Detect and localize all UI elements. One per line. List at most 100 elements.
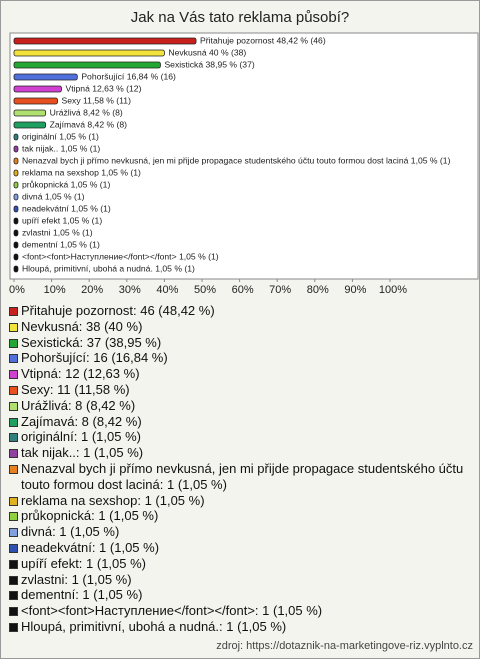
bar [13,157,19,165]
legend-label: zvlastni: 1 (1,05 %) [21,571,132,587]
legend-swatch [9,322,18,332]
bar-label: divná 1,05 % (1) [22,191,85,201]
bar-label: Zajímavá 8,42 % (8) [50,119,128,129]
bar [13,109,47,117]
legend-item: divná: 1 (1,05 %) [9,524,474,540]
legend-label: reklama na sexshop: 1 (1,05 %) [21,492,205,508]
bar [13,253,19,261]
plot-area [9,32,479,280]
bar [13,217,19,225]
bar-label: Vtipná 12,63 % (12) [65,83,141,93]
x-tick-label: 80% [307,284,329,296]
bar [13,73,78,81]
chart: Jak na Vás tato reklama působí? 0% 10% 20%… [9,9,479,296]
legend-item: Nenazval bych ji přímo nevkusná, jen mi … [9,461,474,493]
legend-swatch [9,354,18,364]
legend-item: originální: 1 (1,05 %) [9,429,474,445]
bar [13,205,19,213]
x-tick-label: 70% [269,284,291,296]
legend-swatch [9,433,18,443]
x-tick-label: 40% [156,284,178,296]
legend-label: Nenazval bych ji přímo nevkusná, jen mi … [21,460,464,492]
bar [13,61,161,69]
bar [13,97,58,105]
bar-label: Urážlivá 8,42 % (8) [50,107,123,117]
legend-label: průkopnická: 1 (1,05 %) [21,508,159,524]
bar-label: Přitahuje pozornost 48,42 % (46) [200,35,326,45]
bar [13,169,19,177]
legend: Přitahuje pozornost: 46 (48,42 %) Nevkusn… [9,303,474,635]
legend-label: upíří efekt: 1 (1,05 %) [21,555,147,571]
legend-item: upíří efekt: 1 (1,05 %) [9,556,474,572]
bar-label: Pohoršující 16,84 % (16) [81,71,176,81]
bar-label: <font><font>Наступление</font></font> 1,… [22,251,219,261]
legend-label: dementní: 1 (1,05 %) [21,587,143,603]
legend-swatch [9,449,18,459]
legend-label: originální: 1 (1,05 %) [21,429,141,445]
legend-label: Hloupá, primitivní, ubohá a nudná.: 1 (1… [21,618,287,634]
x-tick-label: 60% [232,284,254,296]
legend-label: tak nijak..: 1 (1,05 %) [21,445,144,461]
legend-label: divná: 1 (1,05 %) [21,524,120,540]
bar-label: upíří efekt 1,05 % (1) [22,215,102,225]
legend-label: Vtipná: 12 (12,63 %) [21,366,140,382]
bar [13,133,19,141]
bar-label: Hloupá, primitivní, ubohá a nudná. 1,05 … [22,263,195,273]
bar [13,49,165,57]
legend-label: Sexistická: 37 (38,95 %) [21,334,162,350]
legend-label: <font><font>Наступление</font></font>: 1… [21,603,323,619]
legend-item: Sexy: 11 (11,58 %) [9,382,474,398]
legend-item: dementní: 1 (1,05 %) [9,587,474,603]
bar-label: Nenazval bych ji přímo nevkusná, jen mi … [22,155,451,165]
legend-swatch [9,401,18,411]
bar-label: tak nijak.. 1,05 % (1) [22,143,100,153]
legend-label: Přitahuje pozornost: 46 (48,42 %) [21,303,215,318]
legend-swatch [9,607,18,617]
legend-item: Pohoršující: 16 (16,84 %) [9,350,474,366]
x-tick-label: 10% [44,284,66,296]
source: zdroj: https://dotaznik-na-marketingove-… [216,640,473,652]
bar-label: reklama na sexshop 1,05 % (1) [22,167,141,177]
bar-label: Sexistická 38,95 % (37) [164,59,254,69]
legend-swatch [9,464,18,474]
legend-swatch [9,496,18,506]
bar-label: průkopnická 1,05 % (1) [22,179,111,189]
legend-label: Sexy: 11 (11,58 %) [21,381,130,397]
x-tick-label: 0% [9,284,25,296]
bar [13,121,47,129]
legend-item: Přitahuje pozornost: 46 (48,42 %) [9,303,474,319]
legend-swatch [9,559,18,569]
legend-label: Pohoršující: 16 (16,84 %) [21,350,168,366]
legend-item: Zajímavá: 8 (8,42 %) [9,414,474,430]
x-tick-label: 30% [119,284,141,296]
chart-title: Jak na Vás tato reklama působí? [131,9,349,26]
legend-swatch [9,528,18,538]
bar-label: zvlastni 1,05 % (1) [22,227,93,237]
bar [13,241,19,249]
legend-item: průkopnická: 1 (1,05 %) [9,508,474,524]
legend-item: Nevkusná: 38 (40 %) [9,319,474,335]
legend-item: zvlastni: 1 (1,05 %) [9,572,474,588]
legend-item: Hloupá, primitivní, ubohá a nudná.: 1 (1… [9,619,474,635]
legend-swatch [9,417,18,427]
x-tick-label: 90% [344,284,366,296]
x-tick-label: 20% [81,284,103,296]
bar [13,229,19,237]
legend-label: Zajímavá: 8 (8,42 %) [21,413,142,429]
bar-label: Nevkusná 40 % (38) [168,47,246,57]
bar-label: neadekvátní 1,05 % (1) [22,203,111,213]
legend-swatch [9,370,18,380]
bar [13,85,62,93]
legend-item: <font><font>Наступление</font></font>: 1… [9,603,474,619]
legend-label: Urážlivá: 8 (8,42 %) [21,397,136,413]
legend-label: Nevkusná: 38 (40 %) [21,318,143,334]
x-tick-label: 50% [194,284,216,296]
bar [13,265,19,273]
bar-label: Sexy 11,58 % (11) [62,95,132,105]
legend-swatch [9,591,18,601]
bar-label: dementní 1,05 % (1) [22,239,100,249]
bar [13,181,19,189]
legend-item: Vtipná: 12 (12,63 %) [9,366,474,382]
legend-swatch [9,512,18,522]
